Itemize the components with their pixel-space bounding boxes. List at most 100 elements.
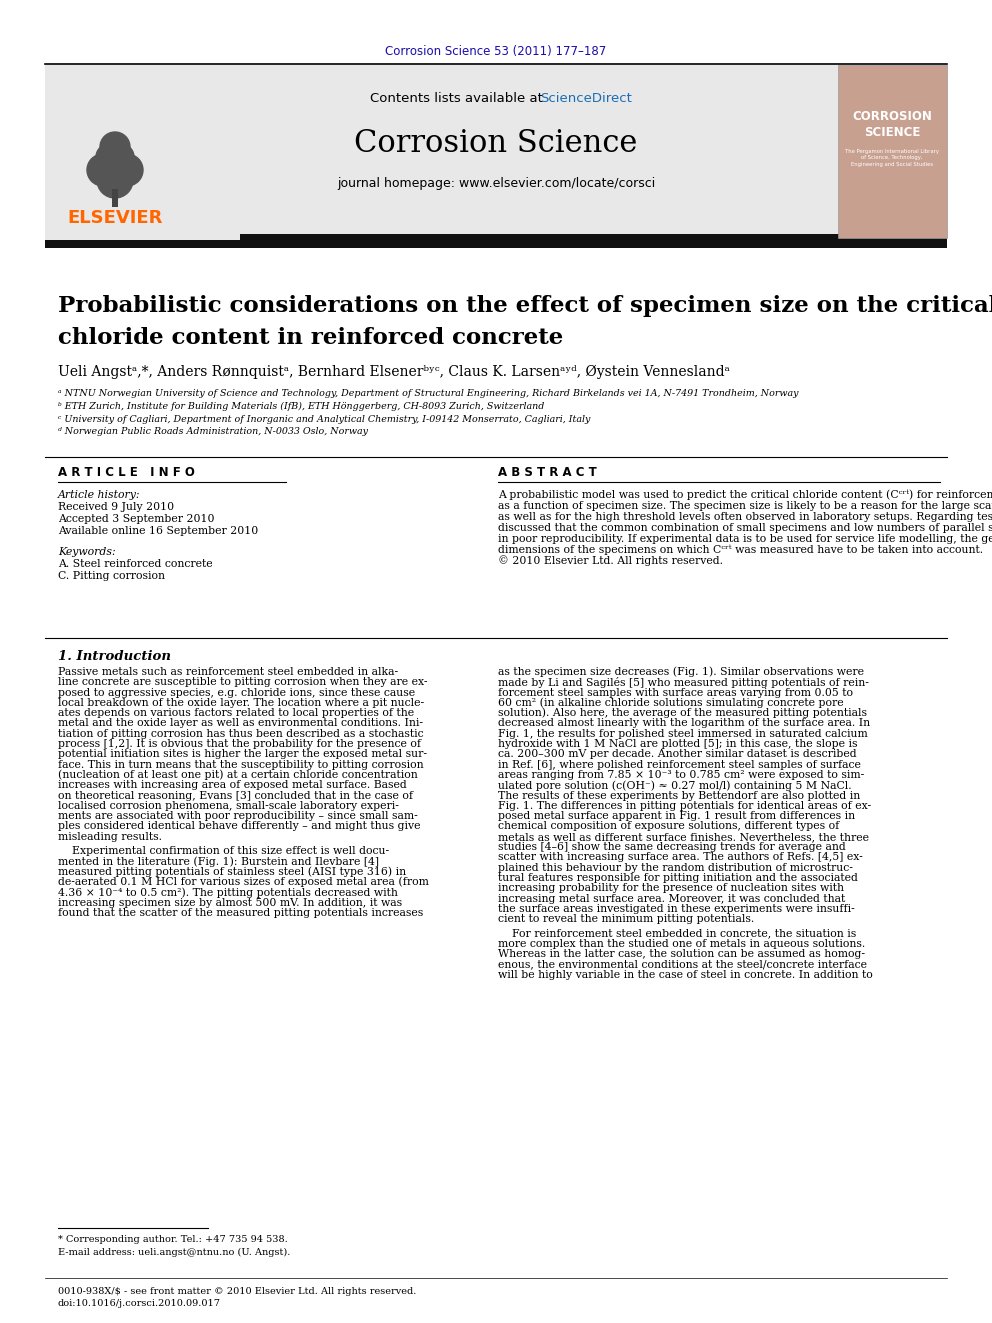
Text: ples considered identical behave differently – and might thus give: ples considered identical behave differe…: [58, 822, 421, 831]
Text: Accepted 3 September 2010: Accepted 3 September 2010: [58, 515, 214, 524]
Text: more complex than the studied one of metals in aqueous solutions.: more complex than the studied one of met…: [498, 939, 865, 949]
Text: studies [4–6] show the same decreasing trends for average and: studies [4–6] show the same decreasing t…: [498, 843, 846, 852]
Text: ᶜ University of Cagliari, Department of Inorganic and Analytical Chemistry, I-09: ᶜ University of Cagliari, Department of …: [58, 414, 590, 423]
Circle shape: [100, 132, 130, 161]
Text: ates depends on various factors related to local properties of the: ates depends on various factors related …: [58, 708, 414, 718]
Text: as the specimen size decreases (Fig. 1). Similar observations were: as the specimen size decreases (Fig. 1).…: [498, 667, 864, 677]
Text: increasing probability for the presence of nucleation sites with: increasing probability for the presence …: [498, 884, 844, 893]
Text: in poor reproducibility. If experimental data is to be used for service life mod: in poor reproducibility. If experimental…: [498, 534, 992, 544]
Circle shape: [111, 153, 143, 187]
Text: ᵇ ETH Zurich, Institute for Building Materials (IfB), ETH Hönggerberg, CH-8093 Z: ᵇ ETH Zurich, Institute for Building Mat…: [58, 401, 545, 410]
Circle shape: [87, 153, 119, 187]
Text: journal homepage: www.elsevier.com/locate/corsci: journal homepage: www.elsevier.com/locat…: [337, 176, 655, 189]
Text: increasing specimen size by almost 500 mV. In addition, it was: increasing specimen size by almost 500 m…: [58, 897, 402, 908]
Text: posed metal surface apparent in Fig. 1 result from differences in: posed metal surface apparent in Fig. 1 r…: [498, 811, 855, 822]
Text: doi:10.1016/j.corsci.2010.09.017: doi:10.1016/j.corsci.2010.09.017: [58, 1299, 221, 1308]
Circle shape: [96, 144, 122, 169]
Text: found that the scatter of the measured pitting potentials increases: found that the scatter of the measured p…: [58, 908, 424, 918]
Text: as well as for the high threshold levels often observed in laboratory setups. Re: as well as for the high threshold levels…: [498, 512, 992, 523]
Text: areas ranging from 7.85 × 10⁻³ to 0.785 cm² were exposed to sim-: areas ranging from 7.85 × 10⁻³ to 0.785 …: [498, 770, 864, 781]
Text: 0010-938X/$ - see front matter © 2010 Elsevier Ltd. All rights reserved.: 0010-938X/$ - see front matter © 2010 El…: [58, 1286, 417, 1295]
Text: in Ref. [6], where polished reinforcement steel samples of surface: in Ref. [6], where polished reinforcemen…: [498, 759, 861, 770]
Text: de-aerated 0.1 M HCl for various sizes of exposed metal area (from: de-aerated 0.1 M HCl for various sizes o…: [58, 877, 429, 888]
Text: ulated pore solution (c(OH⁻) ≈ 0.27 mol/l) containing 5 M NaCl.: ulated pore solution (c(OH⁻) ≈ 0.27 mol/…: [498, 781, 851, 791]
Text: the surface areas investigated in these experiments were insuffi-: the surface areas investigated in these …: [498, 904, 855, 914]
Text: The results of these experiments by Bettendorf are also plotted in: The results of these experiments by Bett…: [498, 791, 860, 800]
Text: For reinforcement steel embedded in concrete, the situation is: For reinforcement steel embedded in conc…: [498, 929, 856, 938]
Text: 60 cm² (in alkaline chloride solutions simulating concrete pore: 60 cm² (in alkaline chloride solutions s…: [498, 697, 843, 708]
Text: tural features responsible for pitting initiation and the associated: tural features responsible for pitting i…: [498, 873, 858, 882]
Text: scatter with increasing surface area. The authors of Refs. [4,5] ex-: scatter with increasing surface area. Th…: [498, 852, 863, 863]
Text: discussed that the common combination of small specimens and low numbers of para: discussed that the common combination of…: [498, 523, 992, 533]
Circle shape: [108, 144, 134, 169]
Text: ScienceDirect: ScienceDirect: [540, 91, 632, 105]
Text: solution). Also here, the average of the measured pitting potentials: solution). Also here, the average of the…: [498, 708, 867, 718]
Text: Corrosion Science 53 (2011) 177–187: Corrosion Science 53 (2011) 177–187: [385, 45, 607, 58]
Text: C. Pitting corrosion: C. Pitting corrosion: [58, 572, 165, 581]
Text: metal and the oxide layer as well as environmental conditions. Ini-: metal and the oxide layer as well as env…: [58, 718, 423, 729]
Text: forcement steel samples with surface areas varying from 0.05 to: forcement steel samples with surface are…: [498, 688, 853, 697]
Text: ELSEVIER: ELSEVIER: [67, 209, 163, 228]
Text: ᵈ Norwegian Public Roads Administration, N-0033 Oslo, Norway: ᵈ Norwegian Public Roads Administration,…: [58, 427, 368, 437]
Text: A R T I C L E   I N F O: A R T I C L E I N F O: [58, 467, 194, 479]
Text: * Corresponding author. Tel.: +47 735 94 538.: * Corresponding author. Tel.: +47 735 94…: [58, 1236, 288, 1245]
Text: mented in the literature (Fig. 1): Burstein and Ilevbare [4]: mented in the literature (Fig. 1): Burst…: [58, 856, 379, 867]
Text: A probabilistic model was used to predict the critical chloride content (Cᶜʳᵗ) f: A probabilistic model was used to predic…: [498, 490, 992, 500]
Text: A. Steel reinforced concrete: A. Steel reinforced concrete: [58, 560, 212, 569]
Bar: [112, 189, 118, 206]
Text: Fig. 1, the results for polished steel immersed in saturated calcium: Fig. 1, the results for polished steel i…: [498, 729, 868, 738]
Text: Ueli Angstᵃ,*, Anders Rønnquistᵃ, Bernhard Elsenerᵇʸᶜ, Claus K. Larsenᵃʸᵈ, Øyste: Ueli Angstᵃ,*, Anders Rønnquistᵃ, Bernha…: [58, 365, 730, 380]
Text: 4.36 × 10⁻⁴ to 0.5 cm²). The pitting potentials decreased with: 4.36 × 10⁻⁴ to 0.5 cm²). The pitting pot…: [58, 886, 398, 897]
Text: increases with increasing area of exposed metal surface. Based: increases with increasing area of expose…: [58, 781, 407, 790]
Text: © 2010 Elsevier Ltd. All rights reserved.: © 2010 Elsevier Ltd. All rights reserved…: [498, 556, 723, 566]
Text: The Pergamon International Library
of Science, Technology,
Engineering and Socia: The Pergamon International Library of Sc…: [845, 149, 939, 167]
Text: hydroxide with 1 M NaCl are plotted [5]; in this case, the slope is: hydroxide with 1 M NaCl are plotted [5];…: [498, 740, 857, 749]
Text: Article history:: Article history:: [58, 490, 141, 500]
Text: Experimental confirmation of this size effect is well docu-: Experimental confirmation of this size e…: [58, 847, 389, 856]
Text: as a function of specimen size. The specimen size is likely to be a reason for t: as a function of specimen size. The spec…: [498, 500, 992, 511]
Bar: [838, 65, 947, 238]
Text: face. This in turn means that the susceptibility to pitting corrosion: face. This in turn means that the suscep…: [58, 759, 424, 770]
Bar: [45, 65, 240, 239]
Text: tiation of pitting corrosion has thus been described as a stochastic: tiation of pitting corrosion has thus be…: [58, 729, 424, 738]
Text: potential initiation sites is higher the larger the exposed metal sur-: potential initiation sites is higher the…: [58, 749, 427, 759]
Text: Keywords:: Keywords:: [58, 546, 116, 557]
Text: local breakdown of the oxide layer. The location where a pit nucle-: local breakdown of the oxide layer. The …: [58, 699, 425, 708]
Text: ca. 200–300 mV per decade. Another similar dataset is described: ca. 200–300 mV per decade. Another simil…: [498, 749, 857, 759]
Text: chloride content in reinforced concrete: chloride content in reinforced concrete: [58, 327, 563, 349]
Text: E-mail address: ueli.angst@ntnu.no (U. Angst).: E-mail address: ueli.angst@ntnu.no (U. A…: [58, 1248, 291, 1257]
Text: localised corrosion phenomena, small-scale laboratory experi-: localised corrosion phenomena, small-sca…: [58, 800, 399, 811]
Text: ments are associated with poor reproducibility – since small sam-: ments are associated with poor reproduci…: [58, 811, 418, 822]
Text: dimensions of the specimens on which Cᶜʳᵗ was measured have to be taken into acc: dimensions of the specimens on which Cᶜʳ…: [498, 545, 983, 556]
Text: increasing metal surface area. Moreover, it was concluded that: increasing metal surface area. Moreover,…: [498, 893, 845, 904]
Text: made by Li and Sagilés [5] who measured pitting potentials of rein-: made by Li and Sagilés [5] who measured …: [498, 677, 869, 688]
Bar: [45, 234, 947, 247]
Text: CORROSION
SCIENCE: CORROSION SCIENCE: [852, 111, 931, 139]
Text: cient to reveal the minimum pitting potentials.: cient to reveal the minimum pitting pote…: [498, 914, 754, 925]
Text: process [1,2]. It is obvious that the probability for the presence of: process [1,2]. It is obvious that the pr…: [58, 740, 421, 749]
Text: measured pitting potentials of stainless steel (AISI type 316) in: measured pitting potentials of stainless…: [58, 867, 406, 877]
Text: line concrete are susceptible to pitting corrosion when they are ex-: line concrete are susceptible to pitting…: [58, 677, 428, 688]
Text: posed to aggressive species, e.g. chloride ions, since these cause: posed to aggressive species, e.g. chlori…: [58, 688, 415, 697]
Text: Corrosion Science: Corrosion Science: [354, 127, 638, 159]
Text: (nucleation of at least one pit) at a certain chloride concentration: (nucleation of at least one pit) at a ce…: [58, 770, 418, 781]
Text: ᵃ NTNU Norwegian University of Science and Technology, Department of Structural : ᵃ NTNU Norwegian University of Science a…: [58, 389, 799, 397]
Text: misleading results.: misleading results.: [58, 832, 162, 841]
Text: Whereas in the latter case, the solution can be assumed as homog-: Whereas in the latter case, the solution…: [498, 949, 865, 959]
Text: Probabilistic considerations on the effect of specimen size on the critical: Probabilistic considerations on the effe…: [58, 295, 992, 318]
Circle shape: [97, 161, 133, 198]
Text: Passive metals such as reinforcement steel embedded in alka-: Passive metals such as reinforcement ste…: [58, 667, 398, 677]
Text: A B S T R A C T: A B S T R A C T: [498, 467, 597, 479]
Text: metals as well as different surface finishes. Nevertheless, the three: metals as well as different surface fini…: [498, 832, 869, 841]
Text: enous, the environmental conditions at the steel/concrete interface: enous, the environmental conditions at t…: [498, 959, 867, 970]
Text: plained this behaviour by the random distribution of microstruc-: plained this behaviour by the random dis…: [498, 863, 853, 873]
Text: Contents lists available at: Contents lists available at: [370, 91, 548, 105]
Text: Received 9 July 2010: Received 9 July 2010: [58, 501, 175, 512]
Text: on theoretical reasoning, Evans [3] concluded that in the case of: on theoretical reasoning, Evans [3] conc…: [58, 791, 413, 800]
Bar: [45, 65, 947, 239]
Text: chemical composition of exposure solutions, different types of: chemical composition of exposure solutio…: [498, 822, 839, 831]
Text: Available online 16 September 2010: Available online 16 September 2010: [58, 527, 258, 536]
Text: decreased almost linearly with the logarithm of the surface area. In: decreased almost linearly with the logar…: [498, 718, 870, 729]
Text: will be highly variable in the case of steel in concrete. In addition to: will be highly variable in the case of s…: [498, 970, 873, 980]
Text: Fig. 1. The differences in pitting potentials for identical areas of ex-: Fig. 1. The differences in pitting poten…: [498, 800, 871, 811]
